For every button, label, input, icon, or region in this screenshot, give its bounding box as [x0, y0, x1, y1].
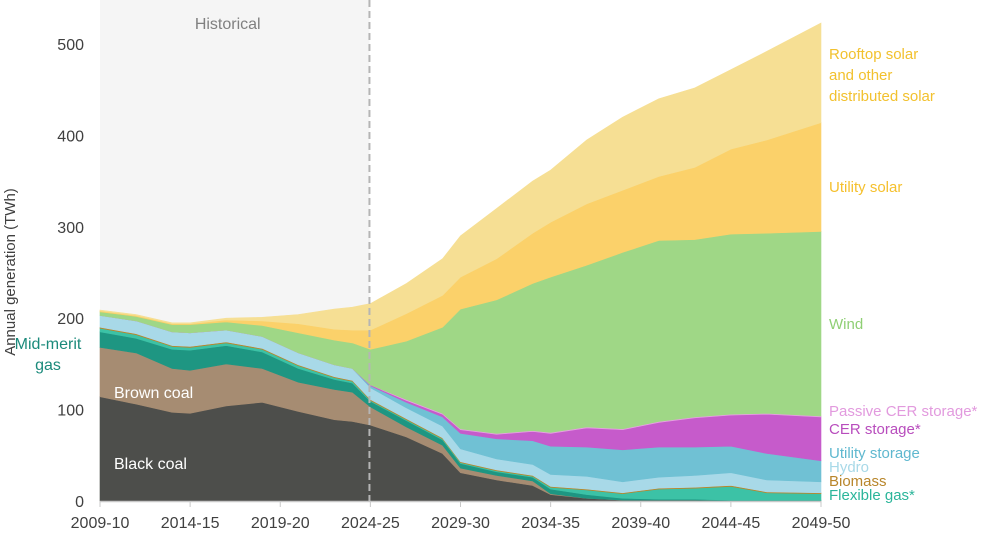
series-labels: Black coal Brown coal Mid-merit gas Flexible…	[15, 46, 978, 504]
x-tick-label: 2014-15	[161, 515, 220, 532]
label-rooftop-solar-and-other-distributed-solar: Rooftop solar	[829, 46, 918, 63]
y-tick-label: 500	[57, 37, 84, 54]
label-cer-storage: CER storage*	[829, 421, 921, 438]
label-wind: Wind	[829, 316, 863, 333]
y-tick-label: 200	[57, 311, 84, 328]
label-utility-solar: Utility solar	[829, 179, 902, 196]
label-black-coal: Black coal	[114, 456, 187, 473]
y-tick-label: 400	[57, 128, 84, 145]
x-tick-label: 2034-35	[521, 515, 580, 532]
x-tick-label: 2019-20	[251, 515, 310, 532]
y-axis-ticks: 0 100 200 300 400 500	[57, 37, 84, 511]
x-tick-label: 2049-50	[792, 515, 851, 532]
label-mid-merit-gas: Mid-merit gas	[15, 336, 82, 374]
label-hydro: Hydro	[829, 459, 869, 476]
x-tick-label: 2039-40	[611, 515, 670, 532]
label-brown-coal: Brown coal	[114, 385, 193, 402]
x-axis-ticks: 2009-10 2014-15 2019-20 2024-25 2029-30 2034-…	[71, 501, 851, 532]
area-rooftop-solar-and-other-distributed-solar	[99, 22, 822, 331]
x-tick-label: 2024-25	[341, 515, 400, 532]
y-axis-label: Annual generation (TWh)	[2, 188, 19, 356]
label-flexible-gas: Flexible gas*	[829, 487, 915, 504]
y-tick-label: 100	[57, 403, 84, 420]
y-tick-label: 0	[75, 494, 84, 511]
y-tick-label: 300	[57, 220, 84, 237]
label-biomass: Biomass	[829, 473, 887, 490]
x-tick-label: 2044-45	[702, 515, 761, 532]
x-tick-label: 2009-10	[71, 515, 130, 532]
x-tick-label: 2029-30	[431, 515, 490, 532]
label-rooftop-solar-and-other-distributed-solar: and other	[829, 67, 892, 84]
label-rooftop-solar-and-other-distributed-solar: distributed solar	[829, 88, 935, 105]
label-passive-cer-storage: Passive CER storage*	[829, 403, 978, 420]
label-utility-storage: Utility storage	[829, 445, 920, 462]
area-layers	[99, 22, 822, 502]
historical-label: Historical	[195, 16, 261, 33]
